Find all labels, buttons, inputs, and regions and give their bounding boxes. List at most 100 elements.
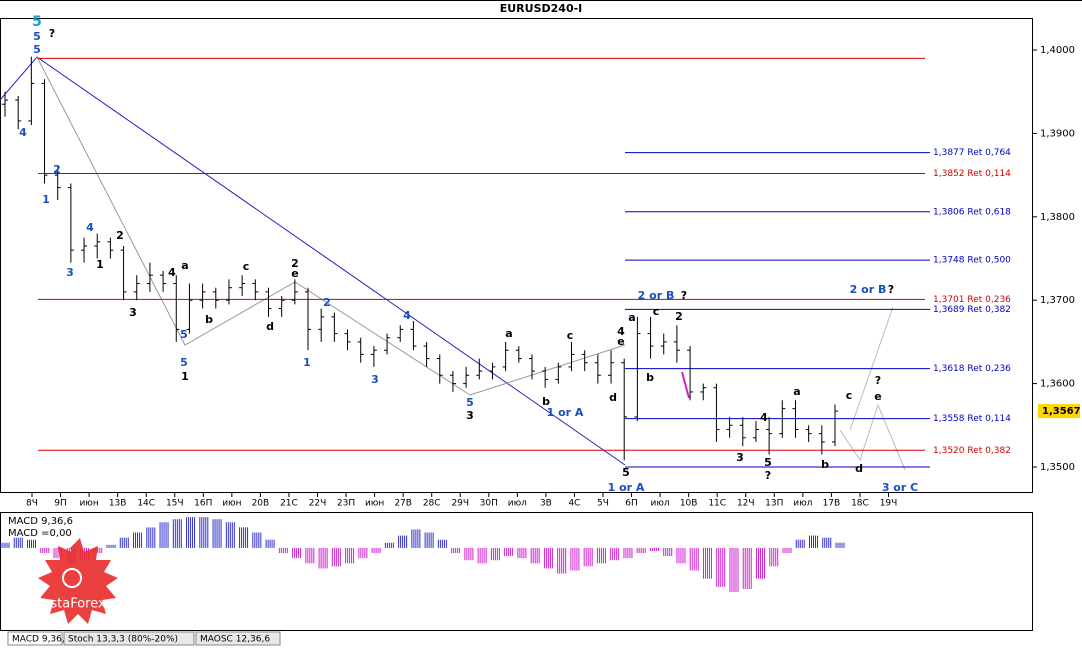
main-panel [0, 18, 1033, 493]
wave-label: 4 [760, 411, 768, 424]
y-tick-label: 1,3900 [1040, 128, 1075, 139]
wave-label: 4 [86, 221, 94, 234]
wave-label: 1 [181, 370, 189, 383]
wave-label: a [181, 259, 188, 272]
x-tick-label: 16П [194, 499, 212, 509]
wave-label: a [505, 327, 512, 340]
fib-label: 1,3520 Ret 0,382 [933, 446, 1011, 456]
x-tick-label: 12Ч [737, 499, 755, 509]
wave-label: 4 [19, 126, 27, 139]
wave-label: 4 [403, 309, 411, 322]
wave-label: 5 [180, 328, 188, 341]
wave-label: c [567, 329, 574, 342]
wave-label: 4 [168, 266, 176, 279]
y-tick-label: 1,3600 [1040, 379, 1075, 390]
x-tick-label: июл [793, 499, 812, 509]
wave-label: d [266, 320, 274, 333]
wave-label: a [793, 385, 800, 398]
price-marker [1038, 404, 1080, 419]
wave-label: d [609, 391, 617, 404]
wave-label: 2 or B [638, 289, 675, 302]
fib-label: 1,3701 Ret 0,236 [933, 295, 1011, 305]
wave-label: 2 [323, 296, 331, 309]
wave-label: 3 [371, 373, 379, 386]
chart-title: EURUSD240-I [500, 2, 583, 15]
wave-label: b [205, 313, 213, 326]
indicator-tab-label: MACD 9,36,6 [12, 635, 71, 645]
logo: InstaForex [38, 538, 118, 624]
wave-label: 1 [96, 258, 104, 271]
x-tick-label: 22Ч [309, 499, 327, 509]
fib-label: 1,3618 Ret 0,236 [933, 364, 1011, 374]
wave-label: 2 or B [850, 283, 887, 296]
x-tick-label: июн [365, 499, 384, 509]
y-tick-label: 1,3800 [1040, 212, 1075, 223]
x-tick-label: 4С [568, 499, 580, 509]
wave-label: 2 [675, 310, 683, 323]
wave-label: 1 or A [547, 406, 584, 419]
wave-label: b [821, 458, 829, 471]
wave-label: 3 or C [882, 481, 918, 494]
indicator-tab [195, 631, 281, 646]
wave-label: ? [681, 289, 687, 302]
projection-line [839, 403, 906, 471]
x-tick-label: 27В [394, 499, 412, 509]
x-tick-label: 15Ч [166, 499, 184, 509]
x-tick-label: июл [651, 499, 670, 509]
wave-label: e [874, 390, 881, 403]
wave-label: c [846, 389, 853, 402]
x-tick-label: 28С [423, 499, 441, 509]
wave-label: c [653, 305, 660, 318]
y-tick-label: 1,3700 [1040, 295, 1075, 306]
x-tick-label: 3В [540, 499, 552, 509]
wave-label: b [646, 371, 654, 384]
wave-label: d [855, 462, 863, 475]
wave-label: 2 [291, 257, 299, 270]
x-tick-label: 21С [280, 499, 298, 509]
macd-label: MACD 9,36,6 [8, 516, 73, 527]
x-tick-label: июн [222, 499, 241, 509]
x-tick-label: 9П [54, 499, 67, 509]
x-tick-label: 18С [851, 499, 869, 509]
indicator-tab-label: Stoch 13,3,3 (80%-20%) [68, 635, 178, 645]
wave-label: 5 [466, 396, 474, 409]
wave-label: ? [765, 469, 771, 482]
indicator-tab [63, 631, 195, 646]
x-tick-label: 6П [625, 499, 638, 509]
x-tick-label: 19Ч [880, 499, 898, 509]
macd-panel [0, 512, 1033, 631]
wave-label: 2 [116, 229, 124, 242]
y-tick-label: 1,3500 [1040, 462, 1075, 473]
wave-label: 3 [66, 266, 74, 279]
macd-value: MACD =0,00 [8, 528, 72, 539]
x-tick-label: 13П [765, 499, 783, 509]
x-tick-label: 5Ч [597, 499, 609, 509]
wave-label: 3 [466, 409, 474, 422]
wave-label: a [628, 311, 635, 324]
logo-icon [62, 568, 82, 588]
wave-label: 5 [33, 30, 41, 43]
x-tick-label: 8Ч [26, 499, 38, 509]
indicator-tab [7, 631, 63, 646]
fib-label: 1,3558 Ret 0,114 [933, 414, 1011, 424]
price-marker-label: 1,3567 [1042, 406, 1081, 417]
wave-label: 5 [33, 43, 41, 56]
fib-label: 1,3852 Ret 0,114 [933, 169, 1011, 179]
projection-line [681, 371, 690, 399]
wave-label: ? [49, 27, 55, 40]
fib-label: 1,3689 Ret 0,382 [933, 305, 1011, 315]
wave-label: b [542, 395, 550, 408]
fib-label: 1,3877 Ret 0,764 [933, 148, 1011, 158]
fib-label: 1,3748 Ret 0,500 [933, 256, 1011, 266]
x-tick-label: 11С [708, 499, 726, 509]
logo-badge [38, 538, 118, 624]
x-tick-label: 23П [337, 499, 355, 509]
wave-label: 1 or A [608, 481, 645, 494]
wave-label: c [243, 260, 250, 273]
wave-label: 3 [736, 451, 744, 464]
x-tick-label: 17В [823, 499, 841, 509]
x-tick-label: 14С [137, 499, 155, 509]
x-tick-label: 20В [252, 499, 270, 509]
fib-label: 1,3806 Ret 0,618 [933, 207, 1011, 217]
x-tick-label: июл [508, 499, 527, 509]
